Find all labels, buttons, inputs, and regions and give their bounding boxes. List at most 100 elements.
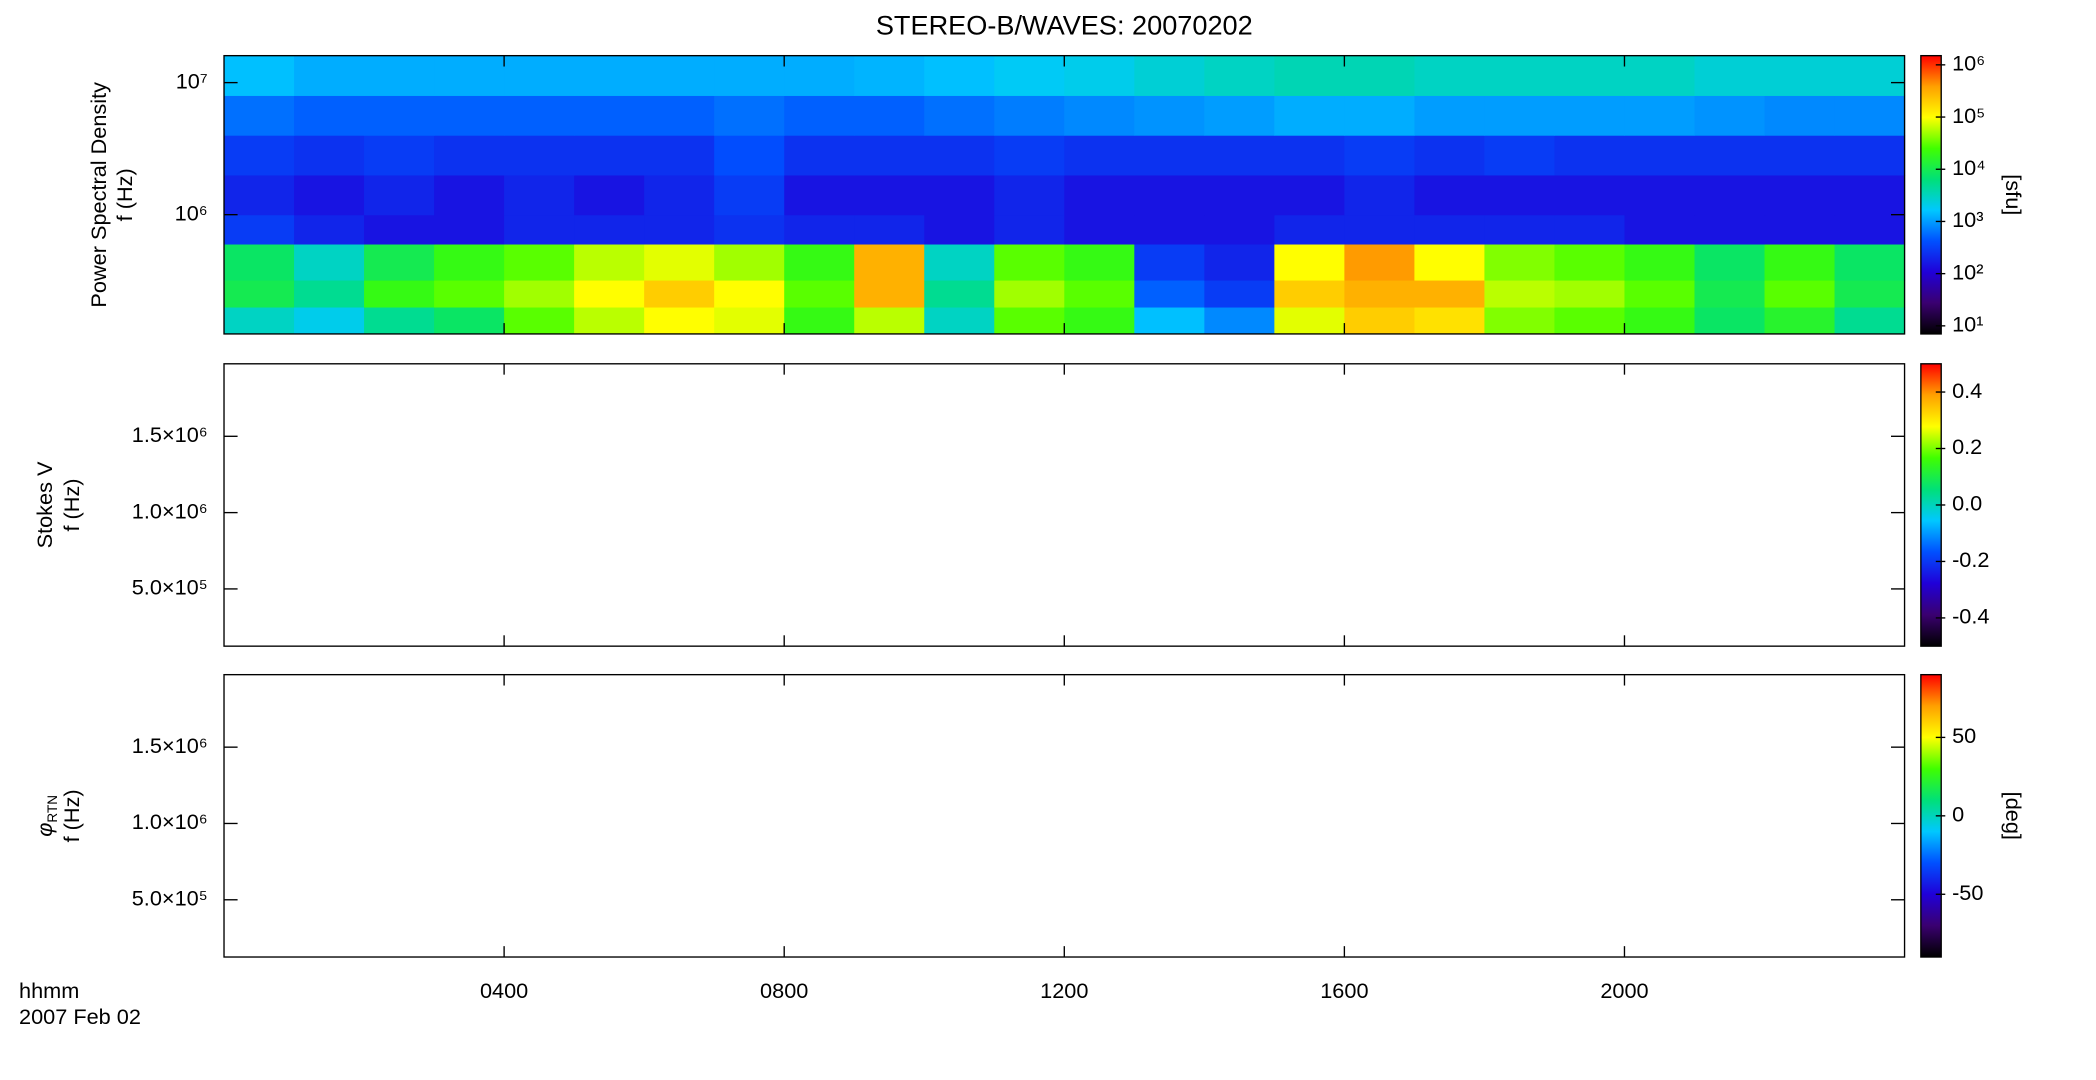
heatmap-cell xyxy=(854,135,925,176)
x-tick-label: 0400 xyxy=(480,978,528,1003)
heatmap-cell xyxy=(1274,243,1345,281)
heatmap-cell xyxy=(504,135,575,176)
heatmap-cell xyxy=(1274,55,1345,96)
heatmap-cell xyxy=(224,135,295,176)
heatmap-cell xyxy=(854,243,925,281)
heatmap-cell xyxy=(854,214,925,245)
heatmap-cell xyxy=(784,135,855,176)
heatmap-cell xyxy=(1554,135,1626,176)
heatmap-cell xyxy=(1344,55,1415,96)
heatmap-cell xyxy=(1064,243,1135,281)
heatmap-cell xyxy=(504,306,575,335)
colorbar-tick-label: 0.2 xyxy=(1952,434,1982,459)
heatmap-cell xyxy=(1414,243,1485,281)
heatmap-cell xyxy=(1694,243,1766,281)
heatmap-cell xyxy=(994,306,1065,335)
heatmap-cell xyxy=(1064,174,1135,216)
heatmap-cell xyxy=(1344,280,1415,308)
heatmap-cell xyxy=(644,95,715,136)
heatmap-cell xyxy=(1064,280,1135,308)
heatmap-cell xyxy=(1694,280,1766,308)
heatmap-cell xyxy=(644,55,715,96)
heatmap-cell xyxy=(1834,280,1906,308)
heatmap-cell xyxy=(1064,214,1135,245)
heatmap-cell xyxy=(1624,55,1696,96)
heatmap-cell xyxy=(1134,306,1205,335)
heatmap-cell xyxy=(1134,214,1205,245)
heatmap-cell xyxy=(574,135,645,176)
x-tick-label: 1600 xyxy=(1320,978,1368,1003)
heatmap-cell xyxy=(1484,214,1555,245)
heatmap-cell xyxy=(784,280,855,308)
heatmap-cell xyxy=(714,55,785,96)
x-tick-label: 1200 xyxy=(1040,978,1088,1003)
heatmap-cell xyxy=(714,95,785,136)
heatmap-cell xyxy=(1694,55,1766,96)
heatmap-cell xyxy=(574,214,645,245)
heatmap-cell xyxy=(224,306,295,335)
heatmap-cell xyxy=(994,280,1065,308)
heatmap-cell xyxy=(1414,306,1485,335)
heatmap-cell xyxy=(1134,55,1205,96)
heatmap-cell xyxy=(364,55,435,96)
heatmap-cell xyxy=(364,135,435,176)
heatmap-cell xyxy=(1344,174,1415,216)
heatmap-cell xyxy=(1834,135,1906,176)
heatmap-cell xyxy=(1764,174,1836,216)
heatmap-cell xyxy=(1764,306,1836,335)
colorbar-tick-label: 10⁶ xyxy=(1952,51,1985,76)
heatmap-cell xyxy=(924,306,995,335)
heatmap-cell xyxy=(924,243,995,281)
heatmap-cell xyxy=(434,174,505,216)
heatmap-cell xyxy=(294,306,365,335)
heatmap-cell xyxy=(1834,243,1906,281)
heatmap-cell xyxy=(434,243,505,281)
heatmap-cell xyxy=(924,95,995,136)
y-tick-label: 5.0×10⁵ xyxy=(132,575,208,600)
chart-title: STEREO-B/WAVES: 20070202 xyxy=(876,9,1253,40)
heatmap-cell xyxy=(1134,243,1205,281)
heatmap-cell xyxy=(854,55,925,96)
heatmap-cell xyxy=(784,55,855,96)
colorbar-tick-label: 0.0 xyxy=(1952,491,1982,516)
heatmap-cell xyxy=(784,306,855,335)
heatmap-cell xyxy=(1694,306,1766,335)
heatmap-cell xyxy=(924,214,995,245)
heatmap-cell xyxy=(574,280,645,308)
heatmap-cell xyxy=(434,135,505,176)
heatmap-cell xyxy=(1764,280,1836,308)
plot-area xyxy=(224,363,1905,647)
heatmap-cell xyxy=(1554,95,1626,136)
y-axis-label: f (Hz) xyxy=(112,168,137,221)
heatmap-cell xyxy=(854,280,925,308)
heatmap-cell xyxy=(1204,214,1275,245)
heatmap-cell xyxy=(1484,280,1555,308)
heatmap-cell xyxy=(1834,214,1906,245)
heatmap-cell xyxy=(1484,174,1555,216)
heatmap-cell xyxy=(1064,306,1135,335)
colorbar xyxy=(1920,54,1942,335)
heatmap-cell xyxy=(1834,95,1906,136)
x-axis-label: hhmm xyxy=(19,978,79,1003)
heatmap-cell xyxy=(1484,95,1555,136)
heatmap-cell xyxy=(1554,55,1626,96)
heatmap-cell xyxy=(644,306,715,335)
heatmap-cell xyxy=(574,306,645,335)
heatmap-cell xyxy=(1554,243,1626,281)
heatmap-cell xyxy=(1484,243,1555,281)
heatmap-cell xyxy=(1834,306,1906,335)
heatmap-cell xyxy=(1414,55,1485,96)
heatmap-cell xyxy=(224,174,295,216)
colorbar-tick-label: -50 xyxy=(1952,880,1983,905)
colorbar-label: [deg] xyxy=(2001,792,2026,840)
y-axis-label: φRTN xyxy=(32,795,60,837)
heatmap-cell xyxy=(1764,55,1836,96)
heatmap-cell xyxy=(1764,243,1836,281)
heatmap-cell xyxy=(504,280,575,308)
heatmap-cell xyxy=(364,280,435,308)
heatmap-cell xyxy=(224,280,295,308)
y-tick-label: 10⁷ xyxy=(176,68,208,93)
heatmap-cell xyxy=(1624,306,1696,335)
heatmap-cell xyxy=(294,280,365,308)
